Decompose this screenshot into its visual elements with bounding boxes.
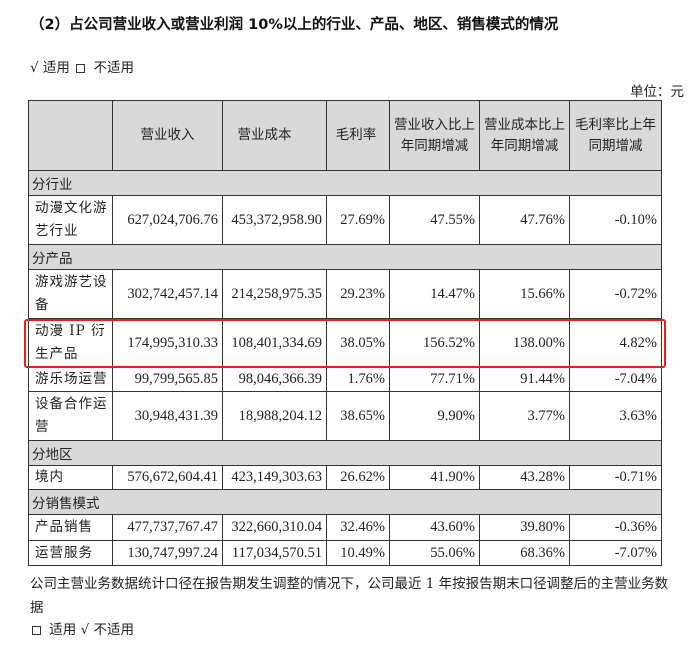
cost-cell: 108,401,334.69 xyxy=(222,318,327,368)
header-cost-yoy: 营业成本比上年同期增减 xyxy=(479,100,570,171)
header-cost: 营业成本 xyxy=(222,100,327,171)
gross-margin-cell: 32.46% xyxy=(326,514,390,541)
applicable-label: 适用 xyxy=(49,622,77,638)
table-header-row: 营业收入 营业成本 毛利率 营业收入比上年同期增减 营业成本比上年同期增减 毛利… xyxy=(28,100,662,171)
row-label: 运营服务 xyxy=(28,540,113,566)
section-row-sales-model: 分销售模式 xyxy=(28,489,662,515)
checkbox-icon xyxy=(76,63,86,73)
table-row: 运营服务 130,747,997.24 117,034,570.51 10.49… xyxy=(28,540,662,566)
applicable-checked: √ 适用 xyxy=(30,60,70,76)
row-label: 动漫文化游艺行业 xyxy=(28,195,113,245)
section-row-region: 分地区 xyxy=(28,440,662,466)
cost-cell: 453,372,958.90 xyxy=(222,195,327,245)
table-row-highlighted: 动漫 IP 衍生产品 174,995,310.33 108,401,334.69… xyxy=(28,318,662,368)
gross-margin-cell: 1.76% xyxy=(326,367,390,392)
gross-margin-cell: 27.69% xyxy=(326,195,390,245)
table-row: 动漫文化游艺行业 627,024,706.76 453,372,958.90 2… xyxy=(28,195,662,245)
margin-yoy-cell: -0.36% xyxy=(569,514,662,541)
cost-yoy-cell: 39.80% xyxy=(479,514,570,541)
margin-yoy-cell: -7.07% xyxy=(569,540,662,566)
header-revenue-yoy: 营业收入比上年同期增减 xyxy=(389,100,480,171)
revenue-yoy-cell: 41.90% xyxy=(389,465,480,490)
revenue-cell: 30,948,431.39 xyxy=(112,391,223,441)
revenue-yoy-cell: 77.71% xyxy=(389,367,480,392)
cost-yoy-cell: 15.66% xyxy=(479,269,570,319)
gross-margin-cell: 38.05% xyxy=(326,318,390,368)
revenue-cell: 576,672,604.41 xyxy=(112,465,223,490)
gross-margin-cell: 26.62% xyxy=(326,465,390,490)
revenue-yoy-cell: 47.55% xyxy=(389,195,480,245)
revenue-cell: 130,747,997.24 xyxy=(112,540,223,566)
cost-cell: 214,258,975.35 xyxy=(222,269,327,319)
cost-cell: 322,660,310.04 xyxy=(222,514,327,541)
margin-yoy-cell: 3.63% xyxy=(569,391,662,441)
revenue-cell: 302,742,457.14 xyxy=(112,269,223,319)
revenue-cell: 174,995,310.33 xyxy=(112,318,223,368)
not-applicable-checked: √ 不适用 xyxy=(80,622,134,638)
section-label: 分产品 xyxy=(28,244,662,270)
gross-margin-cell: 10.49% xyxy=(326,540,390,566)
table-row: 产品销售 477,737,767.47 322,660,310.04 32.46… xyxy=(28,514,662,541)
header-revenue: 营业收入 xyxy=(112,100,223,171)
row-label: 动漫 IP 衍生产品 xyxy=(28,318,113,368)
revenue-cell: 99,799,565.85 xyxy=(112,367,223,392)
revenue-yoy-cell: 55.06% xyxy=(389,540,480,566)
section-label: 分行业 xyxy=(28,170,662,196)
row-label: 设备合作运营 xyxy=(28,391,113,441)
section-label: 分地区 xyxy=(28,440,662,466)
header-gross-margin: 毛利率 xyxy=(326,100,390,171)
header-margin-yoy: 毛利率比上年同期增减 xyxy=(569,100,662,171)
not-applicable-label: 不适用 xyxy=(93,60,135,76)
margin-yoy-cell: -0.72% xyxy=(569,269,662,319)
cost-yoy-cell: 91.44% xyxy=(479,367,570,392)
revenue-breakdown-table: 营业收入 营业成本 毛利率 营业收入比上年同期增减 营业成本比上年同期增减 毛利… xyxy=(28,100,662,566)
gross-margin-cell: 29.23% xyxy=(326,269,390,319)
revenue-yoy-cell: 9.90% xyxy=(389,391,480,441)
row-label: 境内 xyxy=(28,465,113,490)
cost-yoy-cell: 47.76% xyxy=(479,195,570,245)
row-label: 游乐场运营 xyxy=(28,367,113,392)
gross-margin-cell: 38.65% xyxy=(326,391,390,441)
section-row-product: 分产品 xyxy=(28,244,662,270)
cost-yoy-cell: 68.36% xyxy=(479,540,570,566)
revenue-yoy-cell: 156.52% xyxy=(389,318,480,368)
header-blank xyxy=(28,100,113,171)
margin-yoy-cell: -0.10% xyxy=(569,195,662,245)
table-row: 设备合作运营 30,948,431.39 18,988,204.12 38.65… xyxy=(28,391,662,441)
revenue-cell: 627,024,706.76 xyxy=(112,195,223,245)
cost-yoy-cell: 138.00% xyxy=(479,318,570,368)
cost-yoy-cell: 43.28% xyxy=(479,465,570,490)
margin-yoy-cell: -7.04% xyxy=(569,367,662,392)
cost-cell: 18,988,204.12 xyxy=(222,391,327,441)
revenue-cell: 477,737,767.47 xyxy=(112,514,223,541)
unit-label: 单位：元 xyxy=(630,84,684,100)
section-row-industry: 分行业 xyxy=(28,170,662,196)
row-label: 产品销售 xyxy=(28,514,113,541)
cost-cell: 423,149,303.63 xyxy=(222,465,327,490)
revenue-yoy-cell: 43.60% xyxy=(389,514,480,541)
applicability-line-2: 适用 √ 不适用 xyxy=(30,618,134,638)
checkbox-icon xyxy=(32,625,41,635)
cost-cell: 117,034,570.51 xyxy=(222,540,327,566)
adjustment-note: 公司主营业务数据统计口径在报告期发生调整的情况下，公司最近 1 年按报告期末口径… xyxy=(30,576,669,616)
cost-cell: 98,046,366.39 xyxy=(222,367,327,392)
row-label: 游戏游艺设备 xyxy=(28,269,113,319)
table-row: 游乐场运营 99,799,565.85 98,046,366.39 1.76% … xyxy=(28,367,662,392)
margin-yoy-cell: -0.71% xyxy=(569,465,662,490)
table-row: 境内 576,672,604.41 423,149,303.63 26.62% … xyxy=(28,465,662,490)
revenue-yoy-cell: 14.47% xyxy=(389,269,480,319)
table-row: 游戏游艺设备 302,742,457.14 214,258,975.35 29.… xyxy=(28,269,662,319)
section-title: （2）占公司营业收入或营业利润 10%以上的行业、产品、地区、销售模式的情况 xyxy=(30,17,559,33)
section-label: 分销售模式 xyxy=(28,489,662,515)
cost-yoy-cell: 3.77% xyxy=(479,391,570,441)
applicability-line: √ 适用 不适用 xyxy=(30,56,134,76)
margin-yoy-cell: 4.82% xyxy=(569,318,662,368)
